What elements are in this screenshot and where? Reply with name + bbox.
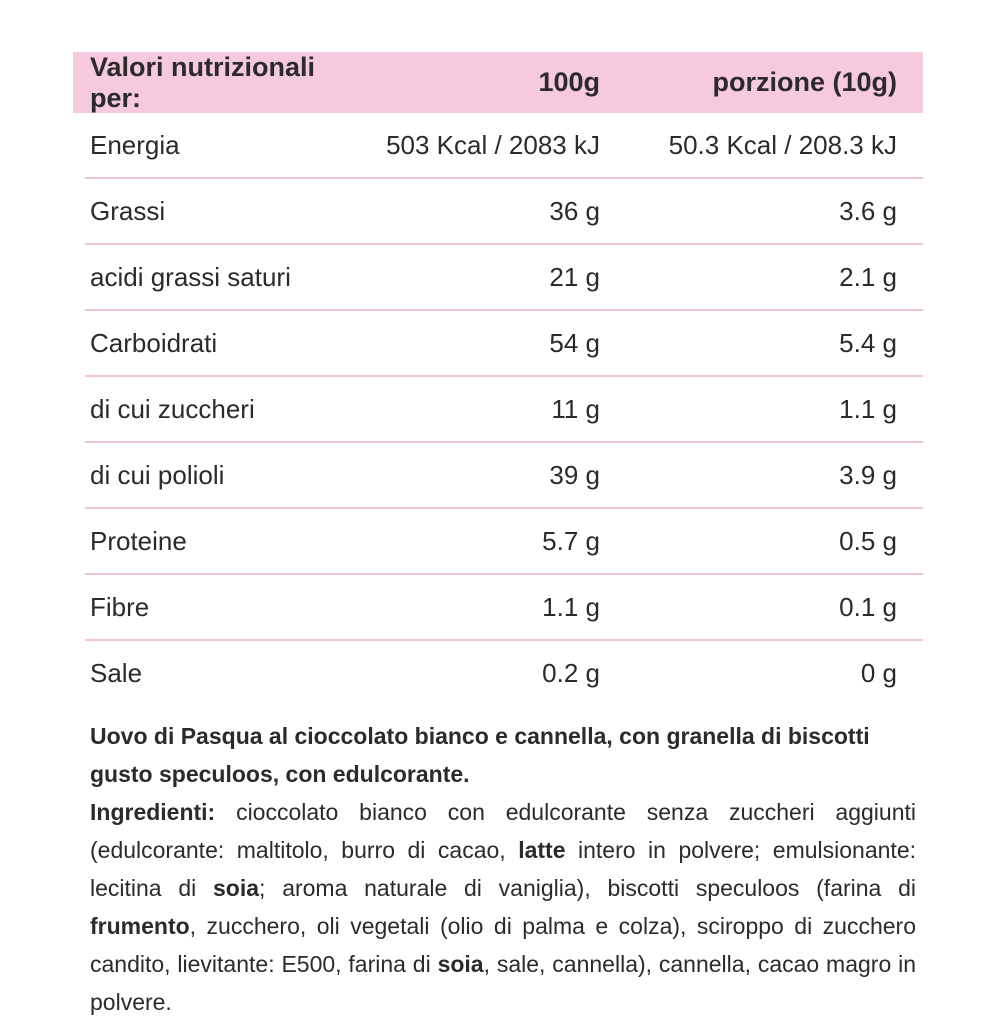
row-divider xyxy=(85,639,923,641)
value-per-100g: 39 g xyxy=(549,459,600,490)
value-per-100g: 36 g xyxy=(549,195,600,226)
value-per-100g: 54 g xyxy=(549,327,600,358)
ingredient-text: intero in polvere; emulsionante: lecitin… xyxy=(90,837,916,901)
ingredient-allergen-bold: Ingredienti: xyxy=(90,799,216,825)
ingredient-text: ; aroma naturale di vaniglia), biscotti … xyxy=(259,875,916,901)
value-per-100g: 503 Kcal / 2083 kJ xyxy=(386,129,600,160)
table-row: acidi grassi saturi 21 g 2.1 g xyxy=(73,245,923,309)
nutrient-name: Sale xyxy=(90,657,143,688)
table-header: Valori nutrizionali per: 100g porzione (… xyxy=(73,52,923,113)
table-body: Energia 503 Kcal / 2083 kJ 50.3 Kcal / 2… xyxy=(73,113,923,705)
value-per-portion: 0.1 g xyxy=(839,591,897,622)
ingredient-allergen-bold: soia xyxy=(213,875,260,901)
row-divider xyxy=(85,441,923,443)
header-col-100g: 100g xyxy=(538,67,600,97)
nutrient-name: Fibre xyxy=(90,591,150,622)
ingredient-text: cioccolato bianco con edulcorante senza … xyxy=(90,799,916,863)
ingredient-allergen-bold: latte xyxy=(518,837,566,863)
value-per-portion: 50.3 Kcal / 208.3 kJ xyxy=(668,129,897,160)
header-title: Valori nutrizionali per: xyxy=(90,51,316,113)
value-per-100g: 21 g xyxy=(549,261,600,292)
ingredients-text: Ingredienti: cioccolato bianco con edulc… xyxy=(90,793,916,1021)
header-col-portion: porzione (10g) xyxy=(712,67,897,97)
value-per-portion: 2.1 g xyxy=(839,261,897,292)
nutrient-name: acidi grassi saturi xyxy=(90,261,291,292)
table-row: Energia 503 Kcal / 2083 kJ 50.3 Kcal / 2… xyxy=(73,113,923,177)
ingredient-allergen-bold: frumento xyxy=(90,913,190,939)
table-row: Carboidrati 54 g 5.4 g xyxy=(73,311,923,375)
table-row: Grassi 36 g 3.6 g xyxy=(73,179,923,243)
row-divider xyxy=(85,507,923,509)
value-per-portion: 5.4 g xyxy=(839,327,897,358)
nutrient-name: Energia xyxy=(90,129,180,160)
product-description: Uovo di Pasqua al cioccolato bianco e ca… xyxy=(90,723,870,787)
table-row: Proteine 5.7 g 0.5 g xyxy=(73,509,923,573)
table-row: Fibre 1.1 g 0.1 g xyxy=(73,575,923,639)
nutrition-label: Valori nutrizionali per: 100g porzione (… xyxy=(73,52,923,1021)
row-divider xyxy=(85,243,923,245)
value-per-portion: 0 g xyxy=(860,657,897,688)
value-per-100g: 1.1 g xyxy=(542,591,600,622)
table-row: di cui polioli 39 g 3.9 g xyxy=(73,443,923,507)
value-per-portion: 3.9 g xyxy=(839,459,897,490)
value-per-portion: 0.5 g xyxy=(839,525,897,556)
nutrient-name: Grassi xyxy=(90,195,166,226)
value-per-100g: 11 g xyxy=(551,393,600,424)
nutrient-name: di cui zuccheri xyxy=(90,393,255,424)
row-divider xyxy=(85,177,923,179)
nutrient-name: Proteine xyxy=(90,525,187,556)
ingredient-allergen-bold: soia xyxy=(437,951,484,977)
row-divider xyxy=(85,573,923,575)
nutrient-name: Carboidrati xyxy=(90,327,218,358)
nutrient-name: di cui polioli xyxy=(90,459,225,490)
value-per-100g: 0.2 g xyxy=(542,657,600,688)
value-per-portion: 3.6 g xyxy=(839,195,897,226)
ingredient-text: , zucchero, oli vegetali (olio di palma … xyxy=(90,913,916,977)
table-row: di cui zuccheri 11 g 1.1 g xyxy=(73,377,923,441)
label-text-block: Uovo di Pasqua al cioccolato bianco e ca… xyxy=(73,705,923,1021)
value-per-100g: 5.7 g xyxy=(542,525,600,556)
value-per-portion: 1.1 g xyxy=(839,393,897,424)
nutrition-table: Valori nutrizionali per: 100g porzione (… xyxy=(73,52,923,705)
table-row: Sale 0.2 g 0 g xyxy=(73,641,923,705)
row-divider xyxy=(85,309,923,311)
row-divider xyxy=(85,375,923,377)
